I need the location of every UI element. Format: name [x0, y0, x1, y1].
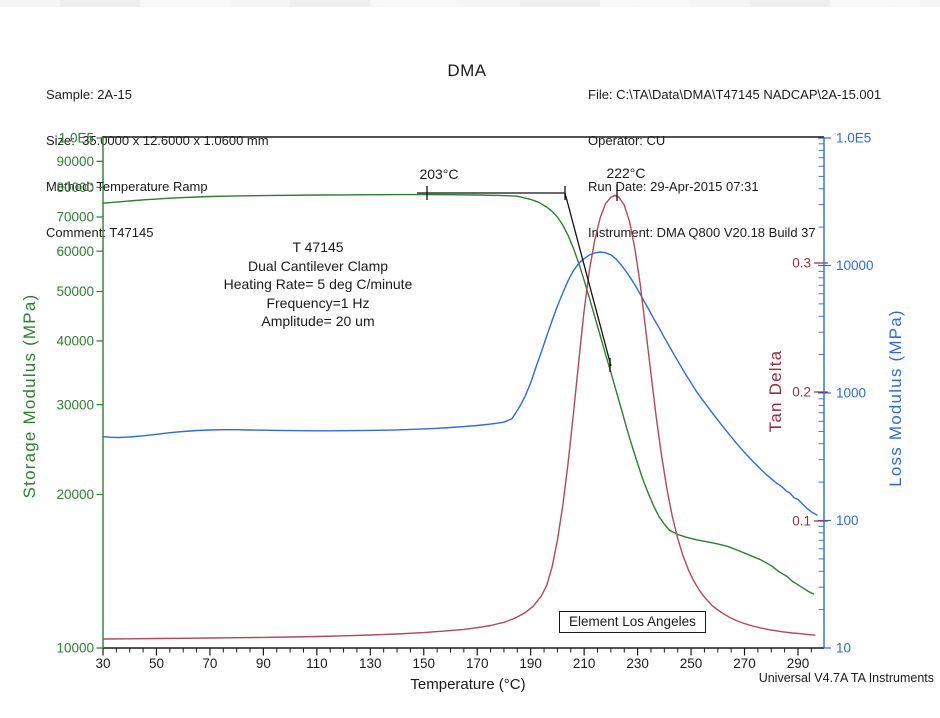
file-path-line: File: C:\TA\Data\DMA\T47145 NADCAP\2A-15…	[588, 86, 882, 102]
heating-rate-line: Heating Rate= 5 deg C/minute	[223, 276, 413, 292]
x-tick-label: 190	[519, 656, 542, 671]
storage-tick-label: 40000	[56, 334, 94, 349]
storage-tick-label: 1.0E5	[59, 131, 94, 146]
onset-tangent-annotation	[417, 186, 612, 372]
storage-tick-label: 10000	[56, 641, 94, 656]
loss-tick-label: 100	[836, 513, 859, 528]
peak-temperature-label: 222°C	[606, 165, 646, 181]
comment-line: Comment: T47145	[46, 225, 154, 241]
tan-delta-tick-label: 0.2	[792, 385, 811, 400]
x-tick-label: 170	[466, 656, 489, 671]
x-tick-label: 230	[626, 656, 649, 671]
software-credit: Universal V4.7A TA Instruments	[758, 671, 934, 685]
tan_delta-curve	[102, 194, 816, 640]
storage-tick-label: 80000	[56, 180, 94, 195]
x-tick-label: 250	[680, 656, 703, 671]
amplitude-line: Amplitude= 20 um	[261, 313, 375, 329]
temperature-axis-title: Temperature (°C)	[410, 676, 526, 693]
x-tick-label: 130	[359, 656, 382, 671]
loss-tick-label: 1000	[836, 386, 866, 401]
axis-ticks: 30 50 70 90 110 130 150 170 190 210 230 250 270 290 10…	[56, 131, 873, 671]
test-id-line: T 47145	[292, 239, 344, 255]
method-line: Method: Temperature Ramp	[46, 179, 208, 195]
x-tick-label: 90	[256, 656, 271, 671]
x-tick-label: 50	[149, 656, 164, 671]
x-tick-label: 150	[412, 656, 435, 671]
test-parameters-block: T 47145 Dual Cantilever Clamp Heating Ra…	[198, 238, 438, 331]
storage-tick-label: 70000	[56, 210, 94, 225]
storage-tick-label: 60000	[56, 244, 94, 259]
tan-delta-tick-label: 0.3	[792, 256, 811, 271]
storage-modulus-axis-title: Storage Modulus (MPa)	[20, 293, 39, 499]
loss-modulus-axis-title: Loss Modulus (MPa)	[886, 309, 905, 487]
storage-tick-label: 90000	[56, 154, 94, 169]
storage-tick-label: 50000	[56, 284, 94, 299]
lab-name-badge: Element Los Angeles	[559, 611, 706, 633]
x-tick-label: 70	[202, 656, 217, 671]
run-date-line: Run Date: 29-Apr-2015 07:31	[588, 179, 759, 195]
onset-temperature-label: 203°C	[419, 166, 459, 182]
storage-tick-label: 20000	[56, 487, 94, 502]
frequency-line: Frequency=1 Hz	[266, 294, 370, 311]
tan-delta-tick-label: 0.1	[792, 514, 811, 529]
x-tick-label: 30	[95, 656, 110, 671]
onset-descending-tangent-line	[564, 192, 612, 367]
loss-tick-label: 1.0E5	[836, 131, 871, 146]
x-tick-label: 210	[573, 656, 596, 671]
x-tick-label: 290	[787, 656, 810, 671]
storage-tick-label: 30000	[56, 397, 94, 412]
loss_modulus-curve	[102, 251, 818, 516]
loss-tick-label: 10	[836, 641, 851, 656]
clamp-line: Dual Cantilever Clamp	[247, 257, 389, 274]
data-curves	[102, 193, 818, 640]
instrument-line: Instrument: DMA Q800 V20.18 Build 37	[588, 225, 816, 241]
scan-artifact-strip	[0, 0, 940, 7]
sample-name-line: Sample: 2A-15	[46, 86, 132, 102]
tan-delta-axis-title: Tan Delta	[766, 349, 785, 433]
x-tick-label: 270	[733, 656, 756, 671]
loss-tick-label: 10000	[836, 258, 874, 273]
report-title: DMA	[447, 61, 487, 80]
x-tick-label: 110	[306, 656, 328, 671]
run-info-block: File: C:\TA\Data\DMA\T47145 NADCAP\2A-15…	[588, 56, 881, 256]
